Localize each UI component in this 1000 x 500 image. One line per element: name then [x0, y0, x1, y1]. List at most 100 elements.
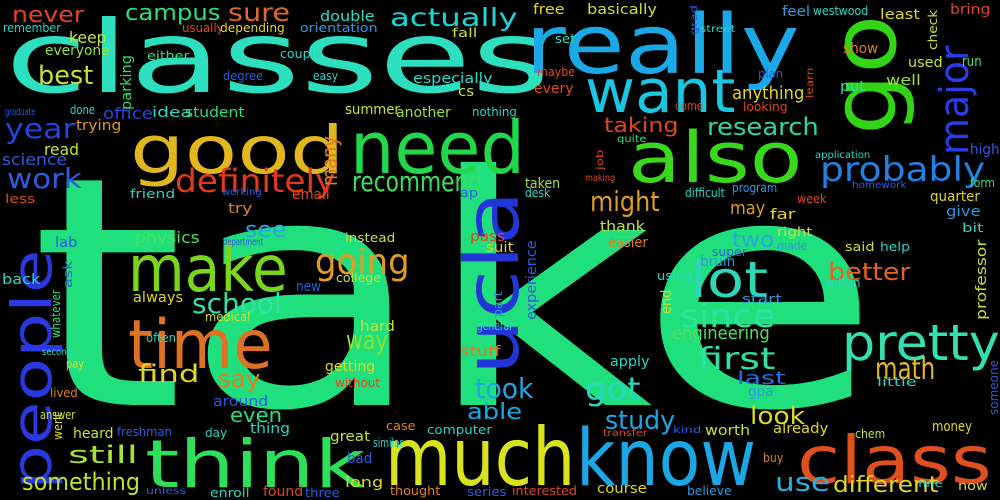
word-since: since: [680, 297, 776, 335]
word-found: found: [263, 484, 304, 500]
word-professor: professor: [974, 239, 990, 320]
word-cs: cs: [458, 84, 474, 100]
word-learn: learn: [805, 67, 816, 98]
word-often: often: [146, 331, 177, 345]
word-case: case: [386, 419, 416, 433]
word-someone: someone: [987, 360, 1000, 415]
word-start: start: [742, 292, 782, 306]
word-instead: instead: [345, 231, 396, 245]
word-make: make: [128, 233, 288, 307]
word-every: every: [534, 81, 574, 97]
word-homework: homework: [852, 180, 907, 191]
word-school: school: [192, 287, 282, 320]
word-degree: degree: [223, 69, 264, 83]
word-used: used: [908, 55, 943, 71]
word-program: program: [732, 181, 778, 195]
word-taken: taken: [525, 176, 561, 192]
word-looking: looking: [743, 100, 788, 114]
word-graduate: graduate: [5, 107, 36, 118]
word-take: take: [30, 109, 881, 481]
word-use: use: [775, 468, 831, 498]
word-easy: easy: [313, 69, 339, 83]
word-run: run: [962, 54, 982, 70]
word-worth: worth: [705, 423, 751, 439]
word-money: money: [932, 419, 972, 435]
word-medical: medical: [205, 310, 251, 324]
word-classes: classes: [5, 0, 550, 116]
word-apply: apply: [610, 354, 650, 370]
word-trying: trying: [76, 118, 122, 134]
word-said: said: [845, 240, 875, 254]
word-heard: heard: [73, 426, 114, 442]
word-westwood: westwood: [813, 4, 869, 18]
word-computer: computer: [427, 423, 492, 437]
word-maybe: maybe: [537, 65, 576, 79]
word-going: going: [315, 242, 410, 283]
word-kind: kind: [673, 425, 702, 436]
word-free: free: [533, 2, 565, 18]
word-science: science: [2, 150, 68, 169]
word-time: time: [128, 306, 273, 385]
word-read: read: [44, 140, 80, 159]
word-thing: thing: [250, 421, 291, 437]
word-back: back: [2, 272, 41, 288]
word-math: math: [875, 352, 936, 387]
word-department: department: [223, 237, 264, 248]
word-still: still: [68, 441, 138, 469]
word-able: able: [467, 400, 523, 425]
word-interested: interested: [512, 484, 578, 498]
word-know: know: [576, 414, 757, 500]
word-nothing: nothing: [472, 105, 517, 119]
word-week: week: [797, 192, 827, 206]
word-depending: depending: [220, 21, 285, 35]
word-office: office: [103, 104, 153, 123]
word-hard: hard: [360, 319, 395, 335]
word-orientation: orientation: [300, 21, 378, 35]
word-experience: experience: [524, 240, 540, 320]
word-year: year: [5, 112, 76, 145]
word-set: set: [555, 32, 576, 46]
word-parking: parking: [119, 55, 135, 110]
word-buy: buy: [763, 451, 784, 465]
word-look: look: [750, 402, 805, 430]
word-another: another: [396, 105, 451, 121]
word-lived: lived: [50, 386, 78, 400]
word-great: great: [330, 429, 371, 445]
word-transfer: transfer: [603, 428, 648, 439]
word-check: check: [926, 9, 940, 51]
word-idea: idea: [152, 105, 192, 121]
word-suit: suit: [486, 240, 514, 256]
word-best: best: [38, 61, 94, 91]
word-bruin: bruin: [700, 254, 736, 270]
word-pay: pay: [66, 357, 85, 371]
word-recommend: recommend: [352, 165, 482, 198]
word-student: student: [185, 105, 245, 121]
word-part: part: [491, 291, 505, 317]
word-email: email: [292, 187, 330, 203]
word-many: many: [318, 136, 343, 186]
word-similar: similar: [373, 436, 404, 450]
word-difficult: difficult: [685, 186, 725, 200]
word-much: much: [385, 411, 576, 500]
word-lab: lab: [55, 235, 78, 251]
word-try: try: [228, 201, 253, 217]
word-anything: anything: [732, 83, 805, 104]
word-quarter: quarter: [930, 189, 980, 205]
word-different: different: [833, 473, 939, 498]
word-friend: friend: [130, 187, 176, 201]
word-first: first: [698, 342, 776, 377]
word-making: making: [585, 173, 616, 184]
word-definitely: definitely: [175, 162, 336, 200]
word-answer: answer: [40, 408, 76, 422]
word-may: may: [730, 198, 766, 219]
word-thank: thank: [600, 219, 645, 235]
word-ap: ap: [460, 186, 478, 200]
word-lot: lot: [690, 251, 769, 309]
word-never: never: [12, 3, 85, 28]
word-show: show: [843, 41, 879, 57]
word-within: within: [825, 276, 861, 290]
word-working: working: [222, 187, 262, 198]
word-less: less: [5, 192, 36, 206]
word-right: right: [777, 225, 813, 239]
word-second: second: [42, 347, 72, 358]
